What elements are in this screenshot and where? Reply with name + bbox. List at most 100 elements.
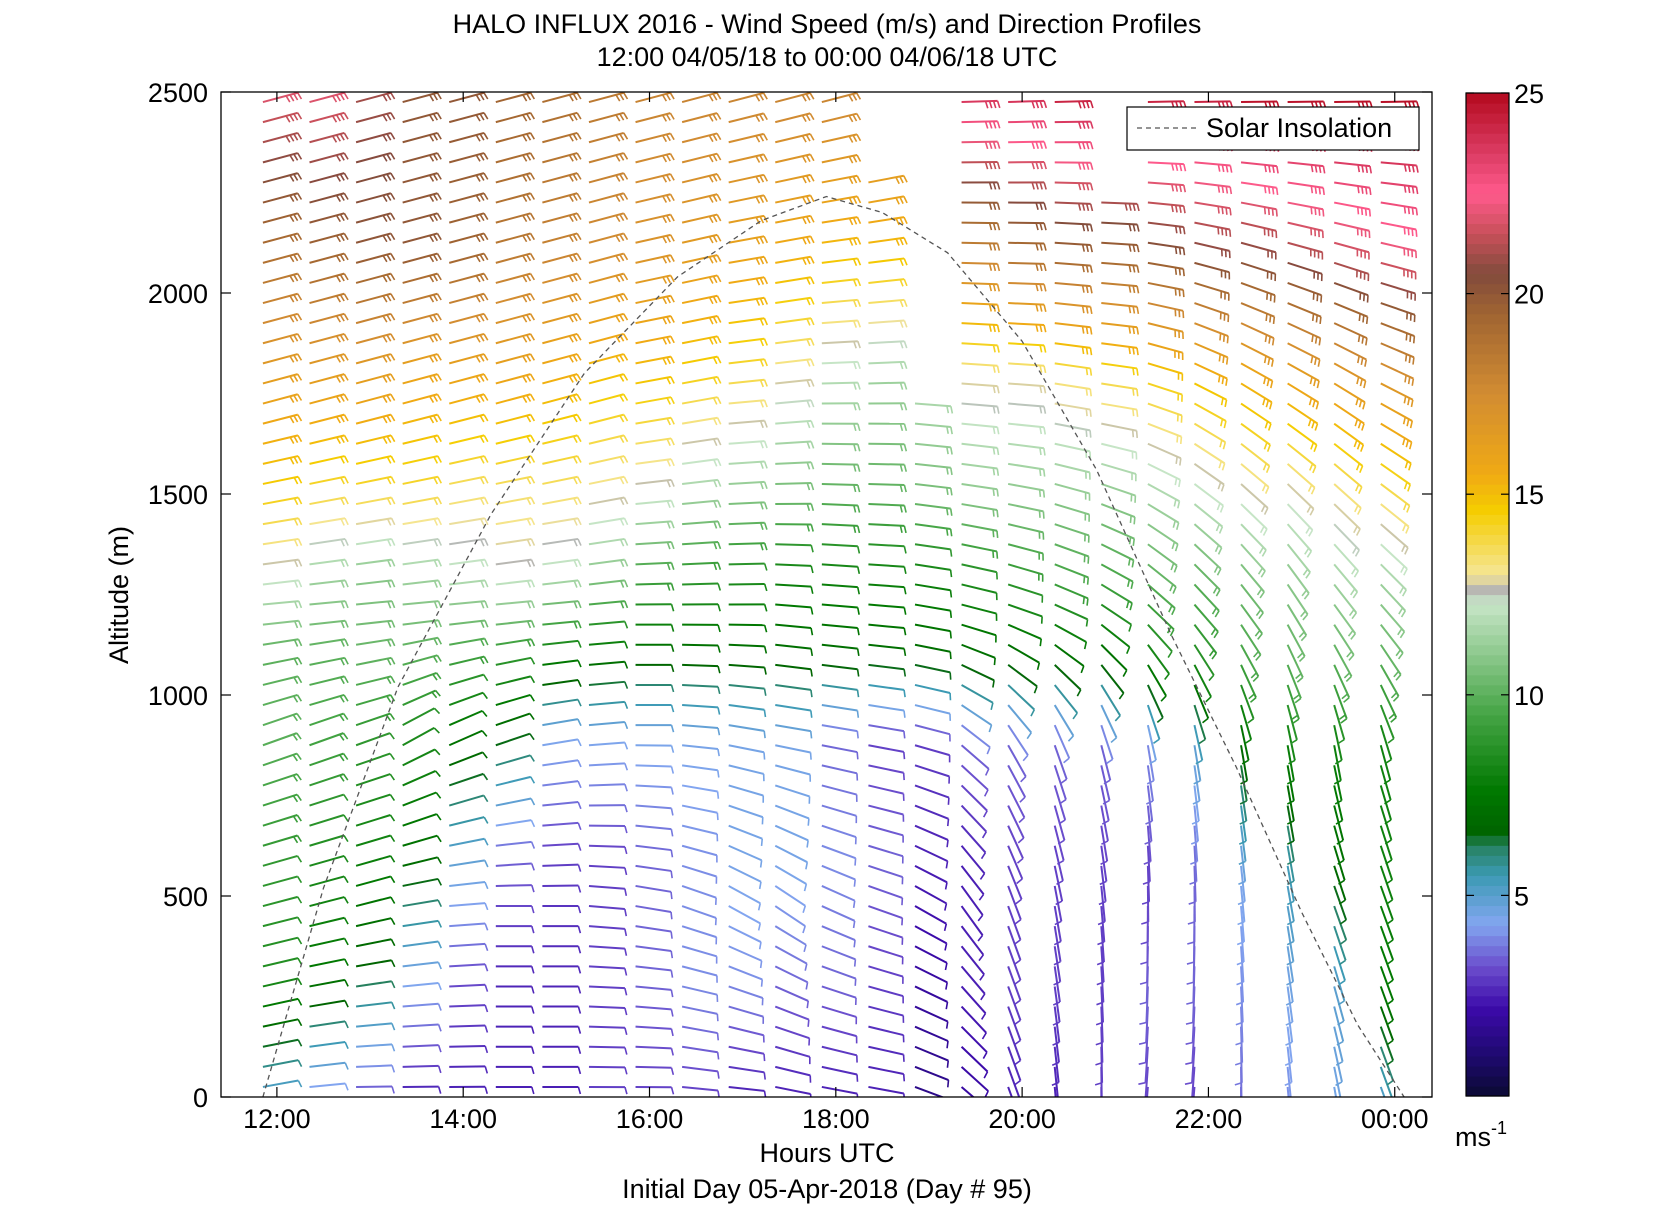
barb-flag (437, 476, 442, 484)
barb-shaft (309, 496, 346, 506)
barb-shaft (449, 837, 485, 847)
barb-shaft (355, 131, 392, 144)
barb-flag (436, 233, 442, 241)
wind-barb (402, 1085, 442, 1094)
wind-barb (402, 373, 442, 385)
colorbar-cell (1466, 694, 1509, 706)
wind-barb (355, 272, 396, 284)
barb-flag (484, 600, 489, 609)
barb-flag (529, 253, 536, 261)
barb-flag (1358, 313, 1361, 321)
barb-flag (343, 353, 349, 361)
wind-barb (448, 272, 489, 284)
barb-flag (289, 335, 295, 343)
wind-barb (309, 373, 349, 385)
barb-flag (1404, 354, 1408, 362)
barb-shaft (309, 999, 346, 1008)
wind-barb (355, 834, 396, 847)
wind-barb (262, 752, 302, 767)
barb-flag (526, 294, 532, 302)
barb-flag (437, 982, 442, 991)
barb-flag (529, 733, 535, 741)
wind-barb (262, 496, 303, 506)
barb-shaft (1008, 281, 1045, 286)
barb-shaft (355, 600, 393, 606)
wind-barb (402, 434, 442, 445)
barb-flag (297, 957, 303, 965)
barb-flag (763, 1072, 766, 1080)
wind-barb (542, 863, 582, 872)
colorbar-cell (1466, 514, 1509, 525)
barb-flag (1403, 185, 1407, 193)
barb-flag (483, 333, 489, 341)
barb-flag (297, 620, 303, 628)
wind-barb (402, 475, 442, 485)
barb-flag (1412, 357, 1415, 365)
barb-flag (382, 315, 388, 323)
barb-flag (297, 559, 303, 567)
wind-barb (402, 856, 442, 867)
barb-flag (293, 658, 299, 666)
barb-shaft (309, 272, 345, 284)
wind-barb (402, 192, 442, 204)
barb-flag (391, 580, 396, 588)
wind-barb (262, 656, 303, 666)
barb-flag (576, 373, 582, 381)
barb-flag (343, 253, 349, 261)
barb-shaft (542, 659, 579, 666)
barb-shaft (542, 863, 579, 867)
wind-barb (355, 855, 396, 867)
barb-flag (289, 134, 295, 142)
barb-shaft (355, 938, 392, 948)
barb-flag (522, 395, 528, 403)
barb-flag (853, 939, 856, 948)
wind-barb (262, 957, 303, 968)
barb-flag (484, 860, 489, 868)
barb-flag (853, 959, 857, 967)
barb-flag (949, 590, 953, 598)
barb-flag (1404, 375, 1407, 383)
barb-flag (1334, 1122, 1341, 1125)
barb-flag (382, 94, 388, 102)
barb-shaft (402, 393, 438, 405)
barb-flag (763, 1053, 766, 1062)
barb-flag (1361, 186, 1364, 194)
barb-shaft (262, 977, 299, 988)
wind-barb (309, 1020, 349, 1029)
barb-flag (335, 295, 341, 303)
wind-barb (402, 252, 442, 264)
barb-shaft (402, 475, 439, 485)
barb-shaft (262, 600, 299, 606)
barb-flag (716, 1013, 719, 1022)
barb-flag (433, 559, 439, 568)
barb-flag (902, 1073, 906, 1082)
wind-barb (262, 353, 303, 365)
barb-shaft (448, 729, 483, 747)
barb-shaft (821, 462, 858, 466)
barb-shaft (262, 475, 299, 485)
barb-flag (340, 559, 345, 568)
colorbar-cell (1466, 584, 1509, 596)
wind-barb (449, 922, 489, 931)
barb-flag (530, 497, 536, 505)
colorbar-cell (1466, 654, 1509, 666)
barb-flag (339, 435, 345, 444)
barb-flag (526, 213, 532, 222)
barb-flag (297, 434, 303, 443)
barb-flag (1085, 619, 1089, 627)
wind-barb (355, 638, 396, 647)
barb-flag (436, 835, 442, 843)
barb-flag (292, 695, 299, 703)
barb-shaft (262, 272, 298, 284)
wind-barb (309, 694, 349, 707)
barb-shaft (542, 718, 579, 727)
barb-flag (386, 153, 392, 161)
barb-flag (437, 920, 442, 928)
colorbar-cell (1466, 945, 1509, 957)
barb-shaft (588, 1045, 625, 1049)
barb-flag (475, 295, 481, 303)
barb-flag (483, 313, 489, 321)
barb-flag (577, 699, 582, 707)
barb-flag (484, 580, 489, 588)
barb-flag (343, 814, 349, 822)
